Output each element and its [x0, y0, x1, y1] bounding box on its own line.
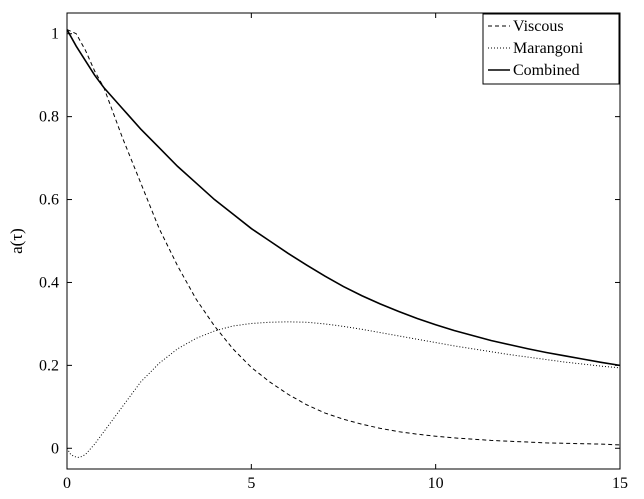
- series-line-combined: [66, 29, 621, 367]
- y-tick-label: 0.2: [39, 357, 59, 374]
- y-tick-label: 0.6: [39, 192, 59, 209]
- series-line-marangoni: [66, 321, 621, 458]
- series-layer: [66, 29, 621, 458]
- y-tick-label: 0.4: [39, 274, 59, 291]
- legend-label-marangoni: Marangoni: [513, 40, 584, 57]
- legend-box: [482, 13, 620, 85]
- x-tick-label: 5: [247, 475, 255, 492]
- legend: Viscous Marangoni Combined: [482, 13, 620, 85]
- x-tick-label: 0: [63, 475, 71, 492]
- x-tick-label: 15: [612, 475, 628, 492]
- legend-label-viscous: Viscous: [513, 18, 564, 35]
- y-tick-label: 1: [51, 26, 59, 43]
- plot-frame: [66, 12, 621, 470]
- series-line-viscous: [66, 29, 621, 446]
- y-tick-label: 0: [51, 440, 59, 457]
- x-tick-label: 10: [428, 475, 444, 492]
- legend-label-combined: Combined: [513, 62, 580, 79]
- y-tick-label: 0.8: [39, 109, 59, 126]
- y-axis-label: a(τ): [7, 228, 26, 254]
- axis-ticks: 0 5 10 15 0 0.2 0.4 0.6 0.8 1: [39, 13, 628, 492]
